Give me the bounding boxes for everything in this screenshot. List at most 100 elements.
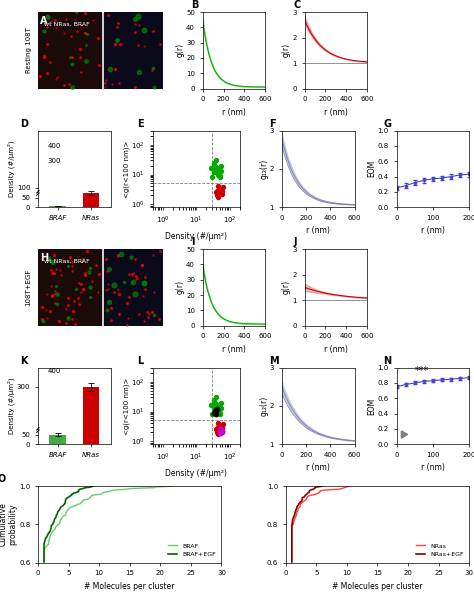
Bar (49, 206, 66, 207)
Point (217, 420, 225, 430)
NRas (289, 544, 295, 551)
BRAF+EGF (50, 519, 56, 526)
Point (210, 168, 218, 177)
NRas (293, 513, 299, 520)
Text: 108T+EGF: 108T+EGF (26, 269, 32, 306)
X-axis label: # Molecules per cluster: # Molecules per cluster (84, 582, 175, 591)
Point (213, 162, 220, 172)
BRAF (46, 541, 51, 548)
Point (217, 404, 225, 413)
NRas+EGF (290, 519, 295, 526)
Point (214, 422, 222, 432)
Text: J: J (293, 237, 297, 247)
Y-axis label: Cumulative
probability: Cumulative probability (0, 503, 18, 546)
Point (216, 410, 223, 419)
BRAF (41, 558, 47, 566)
Point (213, 428, 221, 437)
Point (217, 183, 225, 193)
Point (217, 427, 225, 437)
Point (215, 163, 223, 172)
Point (220, 182, 228, 192)
BRAF+EGF (53, 513, 59, 520)
BRAF (111, 486, 117, 494)
Point (216, 427, 223, 436)
Text: H: H (40, 253, 48, 263)
Point (216, 171, 223, 181)
BRAF (60, 513, 66, 520)
Point (217, 397, 225, 407)
Y-axis label: EOM: EOM (367, 397, 376, 414)
X-axis label: r (nm): r (nm) (421, 463, 445, 473)
X-axis label: r (nm): r (nm) (324, 108, 348, 117)
Line: NRas+EGF: NRas+EGF (292, 486, 322, 562)
Point (216, 186, 223, 196)
Text: Resting 108T: Resting 108T (26, 27, 32, 73)
Point (217, 185, 224, 195)
Point (218, 426, 226, 436)
Point (220, 419, 228, 429)
X-axis label: Density (#/μm²): Density (#/μm²) (165, 469, 227, 477)
Y-axis label: g(r): g(r) (282, 280, 291, 295)
Point (214, 185, 222, 195)
BRAF (43, 544, 48, 551)
X-axis label: Density (#/μm²): Density (#/μm²) (165, 232, 227, 241)
Y-axis label: Density (#/μm²): Density (#/μm²) (8, 378, 15, 434)
NRas (291, 519, 296, 526)
Text: D: D (20, 119, 28, 129)
Text: L: L (137, 356, 143, 366)
Point (219, 428, 226, 437)
Point (209, 172, 216, 182)
Text: ***: *** (415, 366, 429, 376)
BRAF (57, 519, 63, 526)
X-axis label: r (nm): r (nm) (306, 463, 330, 473)
NRas+EGF (289, 541, 295, 548)
NRas (323, 486, 329, 494)
BRAF (101, 489, 107, 496)
BRAF+EGF (41, 558, 47, 566)
Y-axis label: g₁₂(r): g₁₂(r) (259, 396, 268, 416)
Text: 400: 400 (48, 368, 61, 374)
Point (211, 407, 219, 416)
Text: N: N (383, 356, 392, 366)
Point (217, 422, 224, 432)
Point (214, 407, 222, 416)
Bar (38, 12, 100, 88)
NRas+EGF (289, 558, 295, 566)
BRAF+EGF (41, 541, 47, 548)
Point (216, 423, 223, 433)
Point (215, 425, 223, 434)
X-axis label: r (nm): r (nm) (421, 226, 445, 235)
NRas+EGF (289, 544, 295, 551)
Y-axis label: EOM: EOM (367, 160, 376, 177)
Point (219, 189, 226, 199)
Legend: NRas, NRas+EGF: NRas, NRas+EGF (413, 541, 466, 560)
Point (215, 192, 222, 201)
X-axis label: r (nm): r (nm) (306, 226, 330, 235)
Point (212, 410, 219, 419)
Text: O: O (0, 474, 6, 485)
Text: C: C (293, 0, 301, 10)
Y-axis label: g₁₂(r): g₁₂(r) (259, 159, 268, 179)
Point (214, 419, 222, 428)
Point (217, 161, 225, 171)
Bar (104, 12, 164, 88)
NRas (289, 541, 295, 548)
Text: wt NRas, BRAF: wt NRas, BRAF (44, 21, 90, 26)
Point (217, 166, 225, 176)
Y-axis label: <g(r<100 nm)>: <g(r<100 nm)> (123, 140, 130, 198)
Point (214, 405, 222, 415)
BRAF+EGF (76, 486, 82, 494)
Text: 300: 300 (48, 158, 61, 164)
Point (219, 427, 226, 436)
Point (215, 429, 222, 439)
Bar (38, 249, 100, 325)
Point (210, 395, 218, 405)
X-axis label: # Molecules per cluster: # Molecules per cluster (332, 582, 423, 591)
Text: I: I (191, 237, 195, 247)
Line: NRas: NRas (292, 486, 349, 562)
Bar (49, 434, 66, 444)
X-axis label: r (nm): r (nm) (222, 108, 246, 117)
Bar (82, 387, 99, 444)
X-axis label: r (nm): r (nm) (222, 345, 246, 354)
NRas+EGF (306, 489, 312, 496)
